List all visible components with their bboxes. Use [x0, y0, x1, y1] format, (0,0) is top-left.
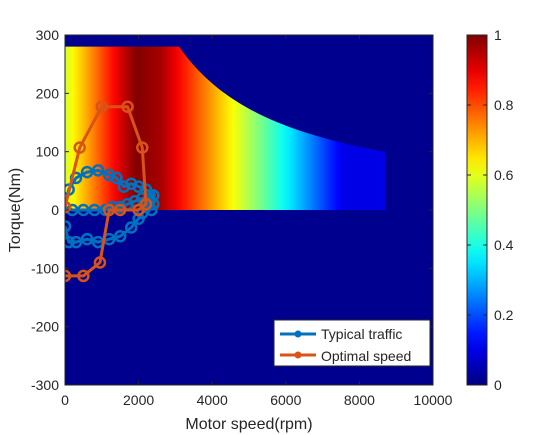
x-tick-label: 2000 — [123, 392, 154, 408]
colorbar-tick-label: 0.2 — [494, 307, 514, 323]
y-tick-label: 300 — [36, 27, 60, 43]
y-axis-label: Torque(Nm) — [7, 168, 24, 252]
y-tick-label: -300 — [31, 377, 59, 393]
data-point-typical-traffic — [102, 168, 116, 182]
colorbar-tick-label: 0.8 — [494, 97, 514, 113]
data-point-typical-traffic — [113, 230, 127, 243]
data-point-optimal-speed — [132, 203, 145, 217]
x-tick-label: 4000 — [197, 392, 228, 408]
data-point-optimal-speed — [65, 200, 72, 214]
y-tick-label: 200 — [36, 85, 60, 101]
legend-label-optimal-speed: Optimal speed — [321, 348, 411, 364]
data-point-optimal-speed — [136, 141, 149, 154]
x-tick-label: 8000 — [344, 392, 375, 408]
data-point-typical-traffic — [91, 164, 105, 177]
data-point-optimal-speed — [102, 203, 116, 217]
legend: Typical traffic Optimal speed — [273, 319, 431, 367]
data-point-optimal-speed — [121, 100, 134, 113]
data-point-typical-traffic — [80, 165, 94, 179]
data-point-optimal-speed — [93, 256, 107, 269]
data-point-typical-traffic — [80, 232, 94, 246]
data-point-typical-traffic — [65, 235, 75, 249]
data-point-optimal-speed — [73, 141, 86, 154]
colorbar-tick-label: 0.6 — [494, 167, 514, 183]
y-tick-label: 100 — [36, 144, 60, 160]
data-point-typical-traffic — [124, 221, 138, 234]
legend-marker-typical-traffic — [294, 330, 302, 338]
data-point-typical-traffic — [117, 180, 131, 193]
legend-box — [273, 319, 431, 367]
data-point-typical-traffic — [124, 177, 138, 190]
y-tick-label: 0 — [51, 202, 59, 218]
y-tick-label: -200 — [31, 319, 59, 335]
x-tick-label: 10000 — [414, 392, 453, 408]
legend-label-typical-traffic: Typical traffic — [321, 326, 402, 342]
data-point-typical-traffic — [65, 220, 72, 233]
x-tick-label: 6000 — [270, 392, 301, 408]
y-tick-label: -100 — [31, 260, 59, 276]
legend-marker-optimal-speed — [294, 351, 302, 359]
data-point-optimal-speed — [65, 269, 72, 283]
x-tick-label: 0 — [61, 392, 69, 408]
data-point-typical-traffic — [110, 171, 123, 185]
data-point-optimal-speed — [139, 197, 153, 211]
data-point-typical-traffic — [69, 235, 83, 249]
colorbar-tick-label: 0 — [494, 377, 502, 393]
colorbar — [466, 34, 488, 386]
colorbar-tick-label: 0.4 — [494, 237, 514, 253]
x-axis-label: Motor speed(rpm) — [185, 416, 312, 433]
data-point-optimal-speed — [95, 100, 109, 113]
data-point-typical-traffic — [147, 197, 160, 211]
data-point-optimal-speed — [77, 269, 90, 283]
colorbar-tick-label: 1 — [494, 27, 502, 43]
